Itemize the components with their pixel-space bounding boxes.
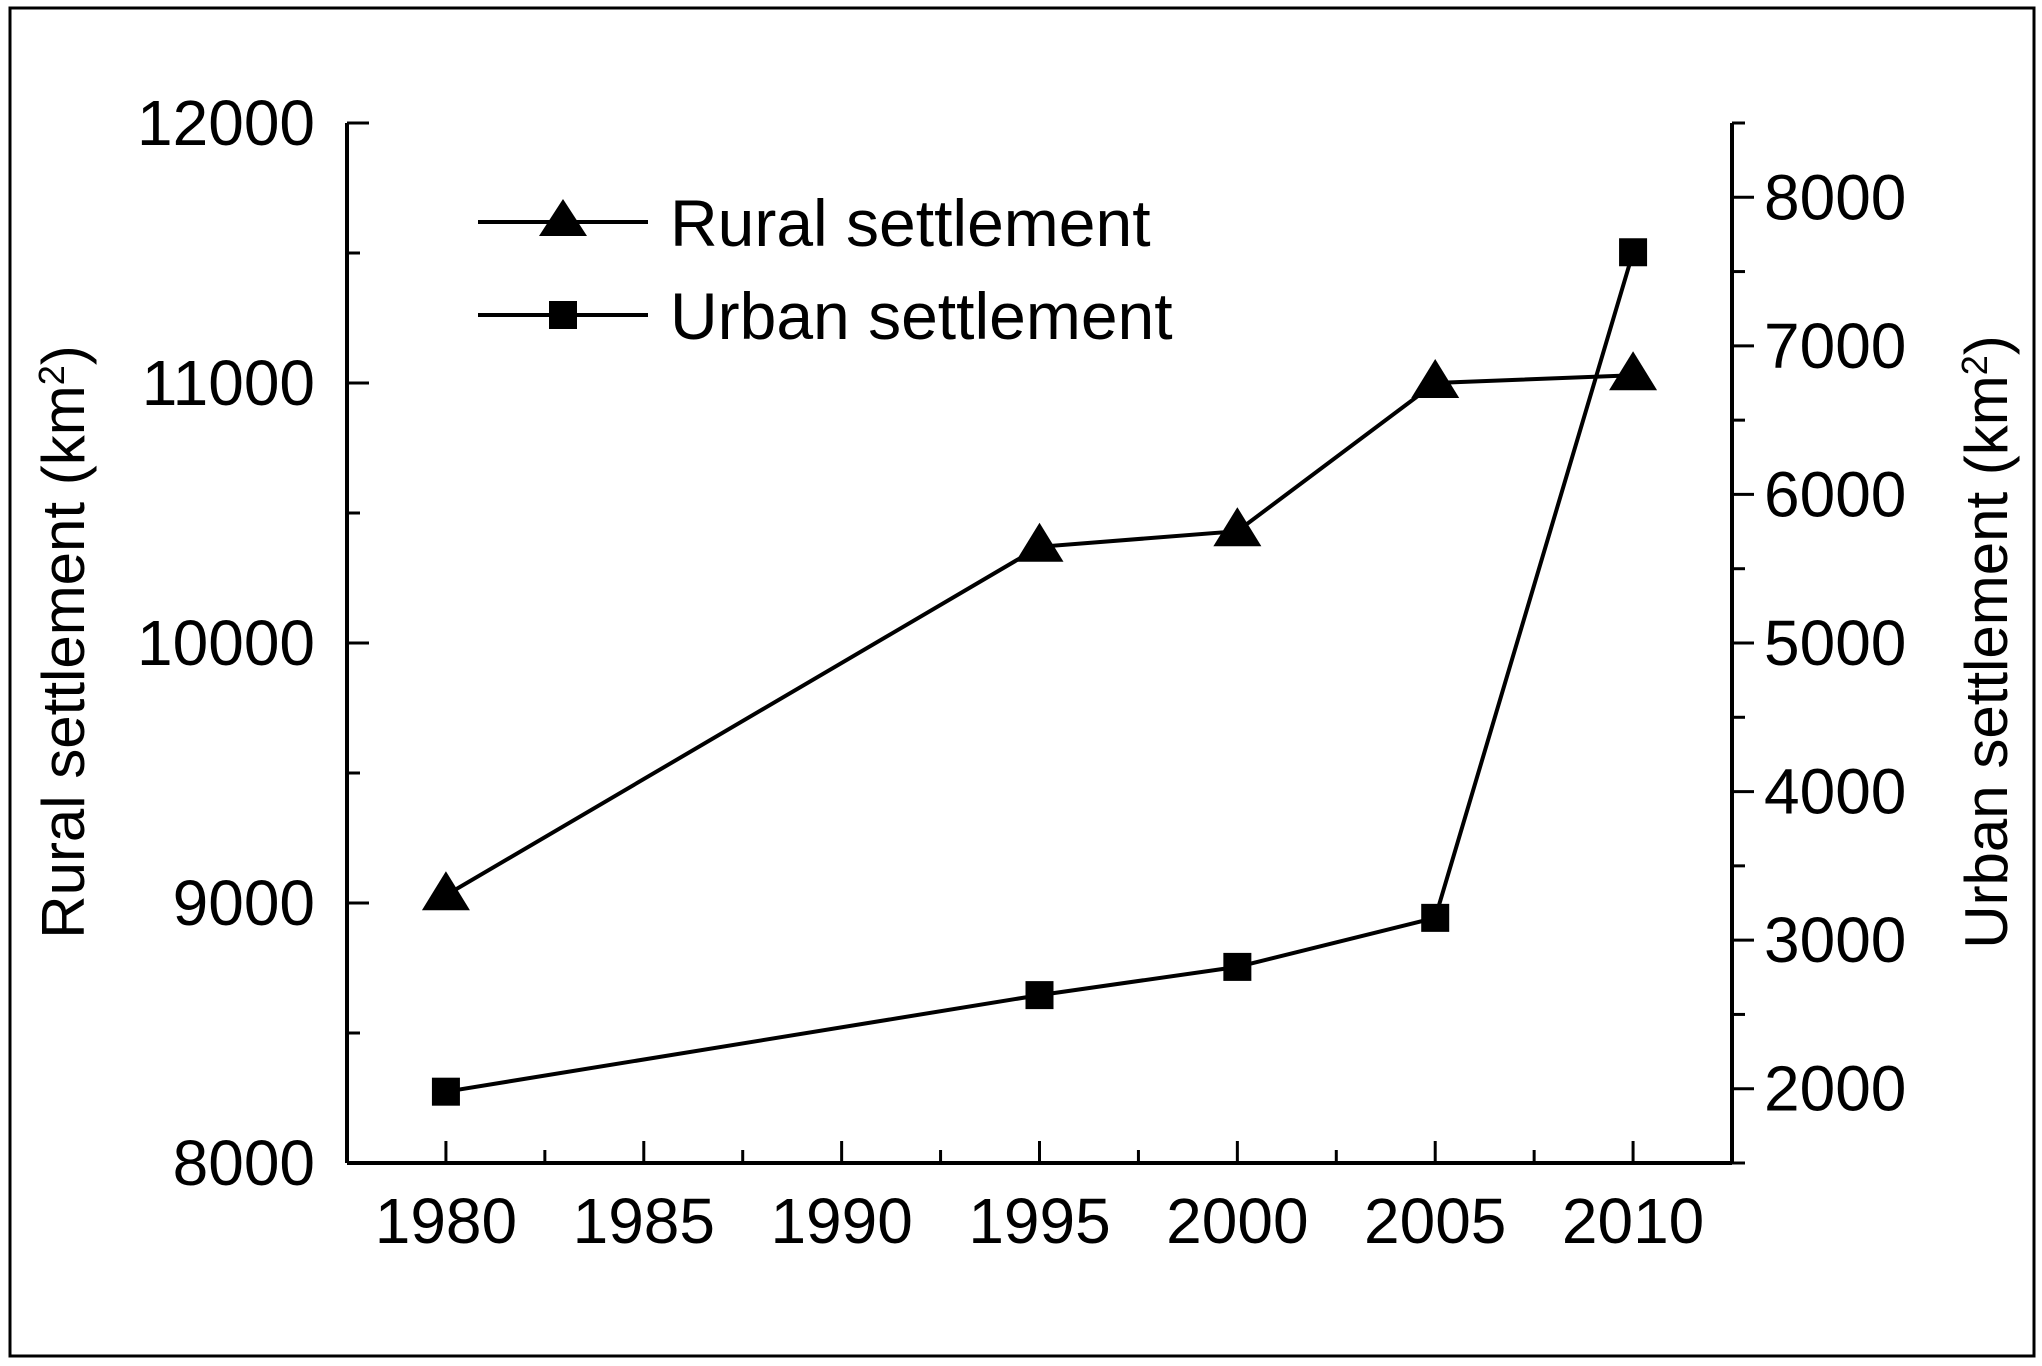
legend-marker-square	[549, 301, 577, 329]
series-layer	[421, 238, 1658, 1106]
x-tick-label: 1980	[375, 1185, 517, 1257]
left-y-tick-label: 12000	[137, 87, 315, 159]
x-tick-label: 2005	[1364, 1185, 1506, 1257]
legend-label-rural: Rural settlement	[670, 186, 1151, 260]
right-y-tick-label: 6000	[1764, 458, 1906, 530]
data-point-triangle	[1609, 351, 1658, 391]
right-y-tick-label: 2000	[1764, 1053, 1906, 1125]
right-y-tick-label: 3000	[1764, 904, 1906, 976]
right-y-tick-label: 7000	[1764, 310, 1906, 382]
data-point-triangle	[1411, 359, 1460, 398]
x-tick-label: 2000	[1166, 1185, 1308, 1257]
left-axis-title-text: Rural settlement (km	[30, 385, 97, 938]
data-point-square	[431, 1077, 460, 1106]
left-axis-title-close: )	[30, 345, 97, 365]
left-y-tick-label: 11000	[142, 347, 315, 419]
right-axis-title-sup: 2	[1954, 355, 1995, 375]
x-tick-label: 1990	[770, 1185, 912, 1257]
data-point-square	[1421, 903, 1450, 932]
left-y-tick-label: 10000	[137, 607, 315, 679]
right-y-tick-label: 5000	[1764, 607, 1906, 679]
left-y-tick-label: 8000	[173, 1127, 315, 1199]
legend-marker-triangle	[539, 199, 587, 236]
x-axis-ticks: 1980 1985 1990 1995 2000 2005 2010	[375, 1141, 1704, 1257]
legend: Rural settlement Urban settlement	[478, 186, 1173, 353]
data-point-square	[1025, 981, 1054, 1010]
legend-label-urban: Urban settlement	[670, 279, 1173, 353]
right-y-tick-label: 8000	[1764, 161, 1906, 233]
x-tick-label: 2010	[1562, 1185, 1704, 1257]
data-point-triangle	[421, 871, 470, 911]
data-point-square	[1223, 952, 1252, 981]
data-point-triangle	[1015, 522, 1064, 562]
right-y-axis-ticks: 2000 3000 4000 5000 6000 7000 8000	[1732, 121, 1906, 1165]
x-tick-label: 1985	[573, 1185, 715, 1257]
data-point-square	[1619, 238, 1648, 267]
left-axis-title: Rural settlement (km2)	[30, 345, 97, 939]
left-y-axis-ticks: 8000 9000 10000 11000 12000	[137, 87, 369, 1199]
right-axis-title: Urban settlement (km2)	[1953, 335, 2020, 949]
left-y-tick-label: 9000	[173, 867, 315, 939]
left-axis-title-sup: 2	[31, 365, 72, 385]
x-tick-label: 1995	[968, 1185, 1110, 1257]
right-axis-title-close: )	[1953, 335, 2020, 355]
data-point-triangle	[1213, 507, 1262, 547]
right-y-tick-label: 4000	[1764, 756, 1906, 828]
right-axis-title-text: Urban settlement (km	[1953, 375, 2020, 949]
